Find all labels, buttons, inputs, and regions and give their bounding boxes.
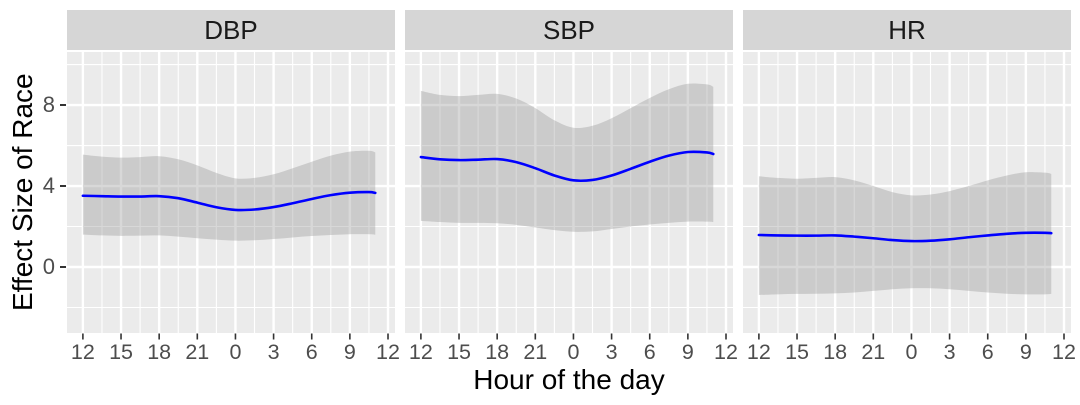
facet-panel-dbp: 12 15 18 21 0 3 6 9 12	[67, 52, 400, 364]
x-tick-label: 3	[606, 340, 618, 364]
x-tick-label: 21	[523, 340, 547, 364]
x-tick-label: 12	[714, 340, 738, 364]
x-tick-label: 6	[306, 340, 318, 364]
x-tick-label: 15	[785, 340, 809, 364]
facet-sbp: SBP 12 15 18 21 0 3 6 9 12	[405, 10, 738, 368]
facet-panel-hr: 12 15 18 21 0 3 6 9 12	[743, 52, 1076, 364]
x-tick-label: 3	[944, 340, 956, 364]
facet-strip-label: DBP	[204, 14, 258, 45]
y-tick-label: 0	[42, 254, 55, 279]
x-tick-label: 21	[861, 340, 885, 364]
x-tick-label: 21	[185, 340, 209, 364]
x-tick-label: 3	[268, 340, 280, 364]
fit-line	[81, 190, 377, 212]
x-tick-label: 18	[823, 340, 847, 364]
confidence-band	[82, 150, 376, 241]
confidence-band	[758, 172, 1052, 295]
x-tick-label: 0	[567, 340, 579, 364]
x-tick-label: 15	[447, 340, 471, 364]
facet-hr: HR 12 15 18 21 0 3 6 9 12	[743, 10, 1076, 368]
x-tick-label: 15	[109, 340, 133, 364]
x-tick-label: 18	[485, 340, 509, 364]
x-tick-label: 12	[409, 340, 433, 364]
x-tick-label: 9	[1020, 340, 1032, 364]
x-tick-label: 12	[71, 340, 95, 364]
confidence-band	[420, 83, 714, 232]
x-tick-label: 6	[644, 340, 656, 364]
x-tick-label: 12	[1052, 340, 1076, 364]
facet-strip-label: SBP	[542, 14, 596, 45]
y-tick-label: 8	[42, 92, 55, 118]
x-tick-label: 9	[682, 340, 694, 364]
facet-strip-hr: HR	[743, 10, 1071, 50]
y-tick-mark	[60, 266, 66, 268]
x-tick-label: 6	[982, 340, 994, 364]
fit-line	[757, 231, 1053, 243]
x-axis-title: Hour of the day	[473, 364, 665, 395]
x-tick-label: 0	[905, 340, 917, 364]
fit-line	[419, 150, 715, 183]
y-tick-label: 4	[42, 173, 55, 199]
facet-strip-sbp: SBP	[405, 10, 733, 50]
facet-strip-dbp: DBP	[67, 10, 395, 50]
y-tick-mark	[60, 104, 66, 107]
x-tick-label: 18	[147, 340, 171, 364]
x-tick-label: 12	[747, 340, 771, 364]
facet-dbp: DBP 12 15 18 21 0 3 6 9 12	[67, 10, 400, 368]
x-tick-label: 12	[376, 340, 400, 364]
facet-panel-sbp: 12 15 18 21 0 3 6 9 12	[405, 52, 738, 364]
y-tick-mark	[60, 185, 66, 188]
x-tick-label: 0	[229, 340, 241, 364]
x-tick-label: 9	[344, 340, 356, 364]
facet-strip-label: HR	[888, 14, 926, 45]
